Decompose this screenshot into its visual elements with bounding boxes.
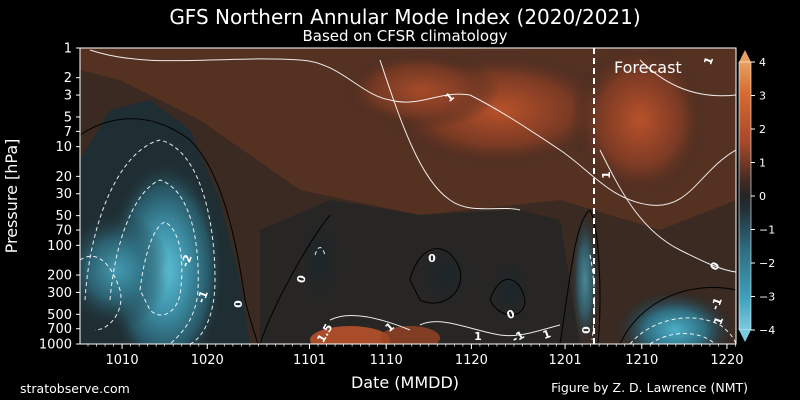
- footer-website: stratobserve.com: [20, 381, 130, 396]
- colorbar-tick-label: 1: [759, 157, 766, 170]
- colorbar-tick-label: 0: [759, 190, 766, 203]
- x-axis-label: Date (MMDD): [351, 373, 459, 392]
- contour-label: -1: [709, 296, 725, 312]
- y-tick-label: 1000: [39, 338, 72, 353]
- forecast-label: Forecast: [614, 58, 682, 77]
- y-tick-label: 70: [55, 224, 72, 239]
- contour-label: 1: [701, 55, 716, 67]
- x-tick-label: 1101: [293, 353, 326, 368]
- y-tick-label: 200: [47, 269, 72, 284]
- x-axis: 1010 1020 1101 1110 1120 1201 1210 1220: [87, 344, 744, 368]
- y-tick-label: 700: [47, 322, 72, 337]
- colorbar-tick-label: 2: [759, 123, 766, 136]
- footer-credit: Figure by Z. D. Lawrence (NMT): [551, 380, 748, 395]
- y-tick-label: 30: [55, 187, 72, 202]
- x-tick-label: 1220: [710, 353, 743, 368]
- contour-label: -1: [510, 328, 527, 345]
- contour-label: -2: [179, 253, 195, 269]
- contour-label: 1: [541, 327, 553, 342]
- y-tick-label: 7: [64, 125, 72, 140]
- y-tick-label: 500: [47, 308, 72, 323]
- colorbar-tick-label: 4: [759, 56, 766, 69]
- y-tick-label: 1: [64, 42, 72, 57]
- contour-label: -1: [195, 289, 211, 305]
- contour-label: 1: [474, 330, 482, 343]
- colorbar-tick-label: −2: [759, 257, 775, 270]
- y-tick-label: 2: [64, 71, 72, 86]
- contour-label: 0: [294, 273, 309, 284]
- y-axis-label: Pressure [hPa]: [2, 139, 21, 254]
- colorbar-tick-label: −1: [759, 224, 775, 237]
- y-tick-label: 5: [64, 110, 72, 125]
- y-tick-label: 100: [47, 239, 72, 254]
- chart-title: GFS Northern Annular Mode Index (2020/20…: [169, 5, 640, 29]
- x-tick-label: 1010: [106, 353, 139, 368]
- colorbar: 4 3 2 1 0 −1 −2 −3 −4: [738, 50, 775, 342]
- colorbar-tick-label: −3: [759, 291, 775, 304]
- contour-label: 1: [600, 171, 613, 179]
- y-tick-label: 50: [55, 209, 72, 224]
- x-tick-label: 1120: [455, 353, 488, 368]
- contour-label: 0: [505, 307, 517, 322]
- colorbar-tick-label: 3: [759, 90, 766, 103]
- x-tick-label: 1210: [625, 353, 658, 368]
- contour-label: 0: [232, 300, 245, 308]
- x-tick-label: 1201: [549, 353, 582, 368]
- y-tick-label: 10: [55, 140, 72, 155]
- x-tick-label: 1020: [191, 353, 224, 368]
- chart-subtitle: Based on CFSR climatology: [302, 27, 507, 45]
- y-tick-label: 300: [47, 286, 72, 301]
- contour-label: 1: [711, 315, 726, 327]
- contour-label: 0: [428, 252, 436, 265]
- x-tick-label: 1110: [370, 353, 403, 368]
- colorbar-tick-label: −4: [759, 324, 775, 337]
- plot-area: [80, 48, 736, 344]
- y-tick-label: 20: [55, 170, 72, 185]
- y-tick-label: 3: [64, 89, 72, 104]
- contour-label: 0: [580, 326, 593, 334]
